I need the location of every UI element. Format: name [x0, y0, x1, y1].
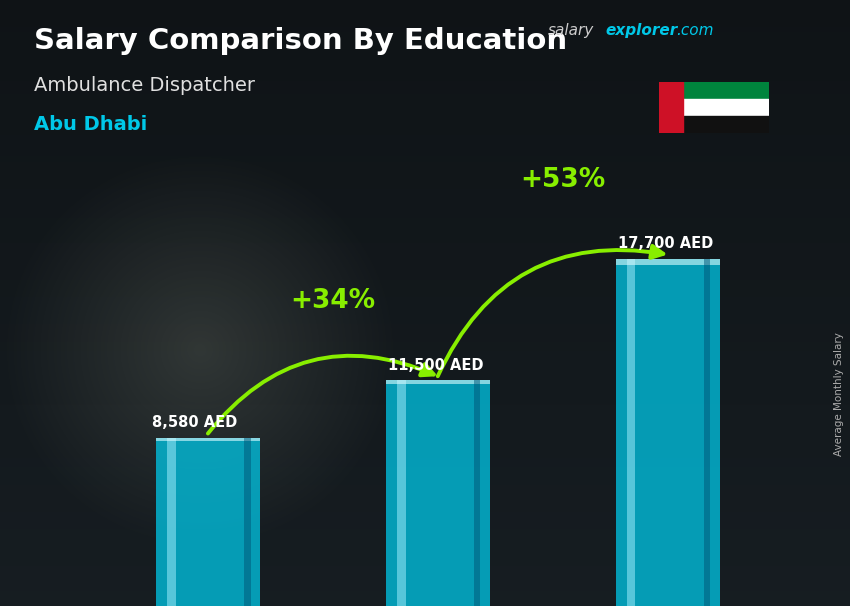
Bar [627, 259, 636, 606]
Text: .com: .com [677, 23, 714, 38]
Text: Average Monthly Salary: Average Monthly Salary [834, 332, 844, 456]
Text: 8,580 AED: 8,580 AED [152, 415, 237, 430]
Bar [659, 82, 683, 133]
Bar [474, 381, 480, 606]
Bar [679, 82, 769, 99]
Text: 11,500 AED: 11,500 AED [388, 358, 484, 373]
Bar [156, 438, 260, 606]
Bar [615, 259, 720, 606]
Bar [704, 259, 711, 606]
Text: +53%: +53% [520, 167, 605, 193]
Bar [244, 438, 251, 606]
Bar [167, 438, 176, 606]
Bar [615, 259, 720, 265]
Text: +34%: +34% [290, 288, 376, 315]
Bar [397, 381, 405, 606]
Bar [386, 381, 490, 606]
Bar [679, 99, 769, 116]
Text: explorer: explorer [605, 23, 677, 38]
Text: Abu Dhabi: Abu Dhabi [34, 115, 147, 134]
Text: Salary Comparison By Education: Salary Comparison By Education [34, 27, 567, 55]
Bar [386, 381, 490, 384]
Text: 17,700 AED: 17,700 AED [618, 236, 713, 251]
Text: salary: salary [548, 23, 594, 38]
Text: Ambulance Dispatcher: Ambulance Dispatcher [34, 76, 255, 95]
FancyArrowPatch shape [208, 356, 434, 433]
Bar [156, 438, 260, 441]
Bar [679, 116, 769, 133]
FancyArrowPatch shape [438, 246, 663, 376]
